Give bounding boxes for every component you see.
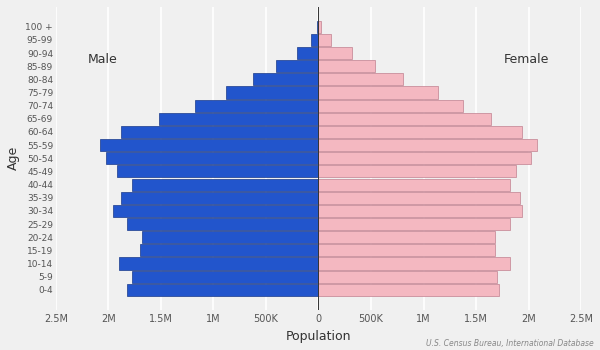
Bar [319, 21, 322, 33]
Bar [226, 86, 319, 99]
Bar [131, 271, 319, 283]
Bar [319, 100, 463, 112]
Bar [277, 60, 319, 72]
Bar [319, 192, 520, 204]
Bar [319, 166, 516, 177]
Text: Female: Female [504, 53, 550, 66]
Bar [319, 244, 495, 257]
Text: U.S. Census Bureau, International Database: U.S. Census Bureau, International Databa… [426, 339, 594, 348]
X-axis label: Population: Population [286, 330, 351, 343]
Bar [319, 284, 499, 296]
Bar [319, 205, 522, 217]
Text: Male: Male [88, 53, 117, 66]
Bar [140, 244, 319, 257]
Bar [319, 139, 537, 151]
Bar [319, 86, 438, 99]
Bar [113, 205, 319, 217]
Bar [106, 152, 319, 164]
Bar [319, 231, 495, 243]
Bar [159, 113, 319, 125]
Bar [319, 152, 530, 164]
Bar [319, 47, 352, 59]
Bar [319, 73, 403, 85]
Bar [317, 21, 319, 33]
Bar [121, 126, 319, 138]
Y-axis label: Age: Age [7, 146, 20, 170]
Bar [142, 231, 319, 243]
Bar [319, 218, 509, 230]
Bar [127, 218, 319, 230]
Bar [253, 73, 319, 85]
Bar [127, 284, 319, 296]
Bar [319, 178, 509, 191]
Bar [311, 34, 319, 46]
Bar [100, 139, 319, 151]
Bar [131, 178, 319, 191]
Bar [117, 166, 319, 177]
Bar [298, 47, 319, 59]
Bar [319, 271, 497, 283]
Bar [319, 34, 331, 46]
Bar [194, 100, 319, 112]
Bar [319, 113, 491, 125]
Bar [319, 60, 375, 72]
Bar [319, 258, 509, 270]
Bar [119, 258, 319, 270]
Bar [121, 192, 319, 204]
Bar [319, 126, 522, 138]
